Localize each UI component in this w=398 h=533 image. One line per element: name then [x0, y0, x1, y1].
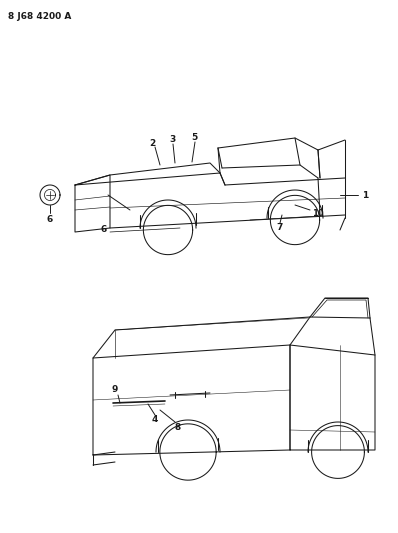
Text: 3: 3: [169, 135, 175, 144]
Text: 6: 6: [47, 214, 53, 223]
Text: 9: 9: [112, 385, 118, 394]
Text: 10: 10: [312, 208, 324, 217]
Text: 2: 2: [149, 139, 155, 148]
Text: 8 J68 4200 A: 8 J68 4200 A: [8, 12, 71, 21]
Text: 8: 8: [175, 423, 181, 432]
Text: 5: 5: [191, 133, 197, 142]
Text: 4: 4: [152, 416, 158, 424]
Text: 1: 1: [362, 190, 368, 199]
Text: 7: 7: [277, 223, 283, 232]
Text: 6: 6: [101, 225, 107, 235]
